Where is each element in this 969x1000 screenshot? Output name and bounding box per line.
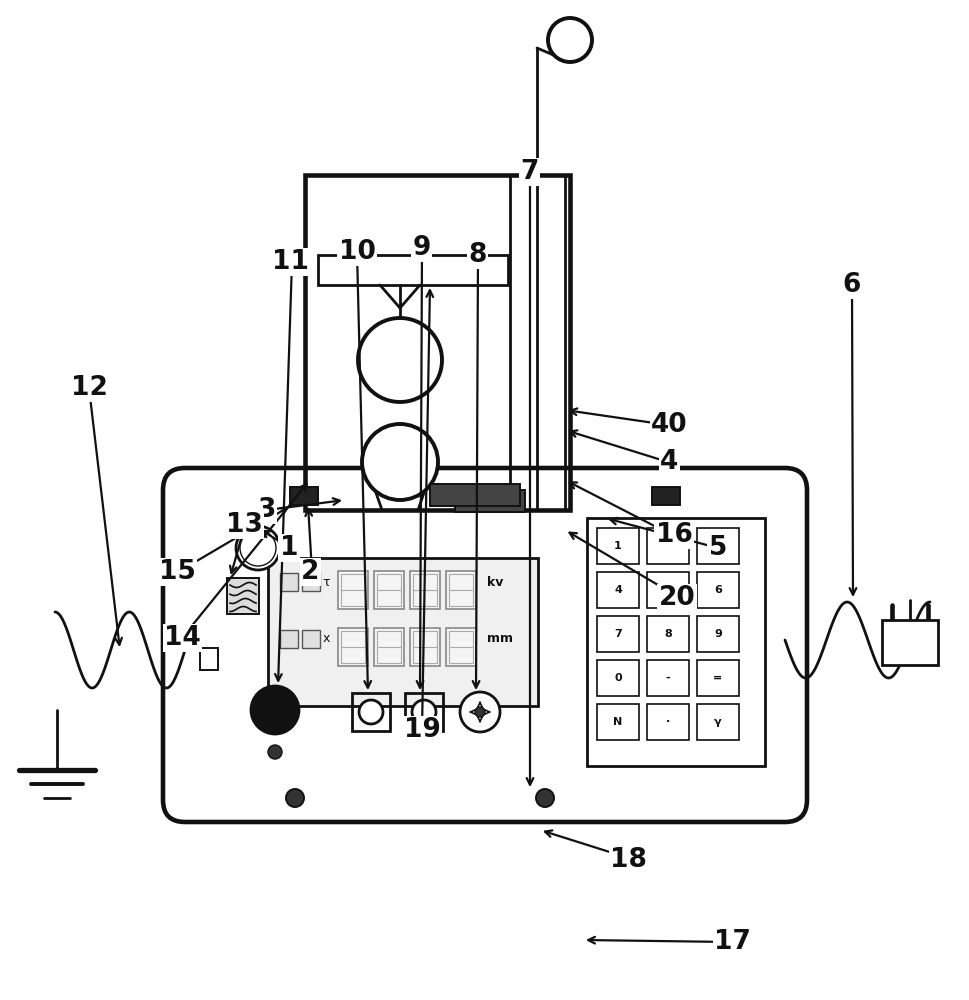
Circle shape bbox=[358, 318, 442, 402]
Bar bbox=[697, 572, 738, 608]
Text: 9: 9 bbox=[713, 629, 721, 639]
Text: 40: 40 bbox=[650, 412, 687, 438]
Bar bbox=[646, 660, 688, 696]
Bar bbox=[510, 175, 564, 510]
Bar bbox=[374, 571, 403, 609]
Text: m: m bbox=[486, 633, 499, 646]
Bar bbox=[586, 518, 765, 766]
Text: 1: 1 bbox=[279, 535, 298, 561]
Bar bbox=[646, 616, 688, 652]
Text: m: m bbox=[499, 633, 513, 646]
Bar bbox=[697, 528, 738, 564]
Text: 5: 5 bbox=[664, 585, 672, 595]
Bar bbox=[596, 528, 639, 564]
Text: ·: · bbox=[665, 717, 670, 727]
Bar bbox=[646, 528, 688, 564]
Bar bbox=[697, 616, 738, 652]
Bar bbox=[651, 487, 679, 505]
Text: γ: γ bbox=[713, 717, 721, 727]
Circle shape bbox=[235, 526, 280, 570]
Bar bbox=[405, 693, 443, 731]
Text: =: = bbox=[712, 673, 722, 683]
Bar bbox=[697, 704, 738, 740]
Text: 18: 18 bbox=[610, 847, 646, 873]
Bar bbox=[337, 571, 367, 609]
Circle shape bbox=[267, 745, 282, 759]
Text: τ: τ bbox=[322, 576, 329, 588]
Bar bbox=[596, 660, 639, 696]
Text: 13: 13 bbox=[226, 512, 263, 538]
Bar bbox=[374, 628, 403, 666]
Text: 4: 4 bbox=[660, 449, 677, 475]
Text: 20: 20 bbox=[658, 585, 695, 611]
Bar bbox=[646, 704, 688, 740]
Bar bbox=[280, 573, 297, 591]
Bar bbox=[301, 573, 320, 591]
Text: 14: 14 bbox=[164, 625, 201, 651]
Text: 8: 8 bbox=[468, 242, 485, 268]
Circle shape bbox=[359, 700, 383, 724]
Bar bbox=[596, 572, 639, 608]
Circle shape bbox=[361, 424, 438, 500]
Text: x: x bbox=[322, 633, 329, 646]
Bar bbox=[429, 484, 519, 506]
Text: 1: 1 bbox=[613, 541, 621, 551]
Circle shape bbox=[239, 530, 276, 566]
Text: 10: 10 bbox=[338, 239, 375, 265]
Circle shape bbox=[412, 700, 435, 724]
Text: 16: 16 bbox=[655, 522, 692, 548]
Text: 3: 3 bbox=[713, 541, 721, 551]
Circle shape bbox=[459, 692, 499, 732]
Bar bbox=[596, 616, 639, 652]
Circle shape bbox=[251, 686, 298, 734]
Bar bbox=[337, 628, 367, 666]
Text: -: - bbox=[665, 673, 670, 683]
Text: 12: 12 bbox=[71, 375, 108, 401]
Text: 0: 0 bbox=[613, 673, 621, 683]
Bar bbox=[280, 630, 297, 648]
Text: 11: 11 bbox=[272, 249, 309, 275]
Text: 7: 7 bbox=[520, 159, 538, 185]
FancyBboxPatch shape bbox=[163, 468, 806, 822]
Text: 2: 2 bbox=[301, 559, 319, 585]
Text: 5: 5 bbox=[708, 535, 726, 561]
Bar bbox=[410, 571, 440, 609]
Circle shape bbox=[286, 789, 303, 807]
Text: 6: 6 bbox=[842, 272, 860, 298]
Bar bbox=[446, 571, 476, 609]
Text: kv: kv bbox=[486, 576, 503, 588]
Bar bbox=[200, 648, 218, 670]
Bar bbox=[301, 630, 320, 648]
Bar bbox=[290, 487, 318, 505]
Bar bbox=[697, 660, 738, 696]
Text: 4: 4 bbox=[613, 585, 621, 595]
Text: 2: 2 bbox=[664, 541, 672, 551]
Bar bbox=[410, 628, 440, 666]
Bar bbox=[454, 490, 524, 512]
Text: 7: 7 bbox=[613, 629, 621, 639]
Bar bbox=[446, 628, 476, 666]
Bar bbox=[646, 572, 688, 608]
Text: N: N bbox=[612, 717, 622, 727]
Bar bbox=[596, 704, 639, 740]
Text: 17: 17 bbox=[713, 929, 750, 955]
Bar bbox=[304, 175, 570, 510]
Text: 9: 9 bbox=[413, 235, 430, 261]
Bar bbox=[318, 255, 508, 285]
Bar bbox=[352, 693, 390, 731]
Text: 15: 15 bbox=[159, 559, 196, 585]
Bar bbox=[881, 620, 937, 665]
Circle shape bbox=[536, 789, 553, 807]
Text: 19: 19 bbox=[403, 717, 440, 743]
Bar bbox=[267, 558, 538, 706]
Bar bbox=[227, 578, 259, 614]
Text: 8: 8 bbox=[664, 629, 672, 639]
Circle shape bbox=[475, 707, 484, 717]
Circle shape bbox=[547, 18, 591, 62]
Text: 6: 6 bbox=[713, 585, 721, 595]
Text: 3: 3 bbox=[258, 497, 275, 523]
